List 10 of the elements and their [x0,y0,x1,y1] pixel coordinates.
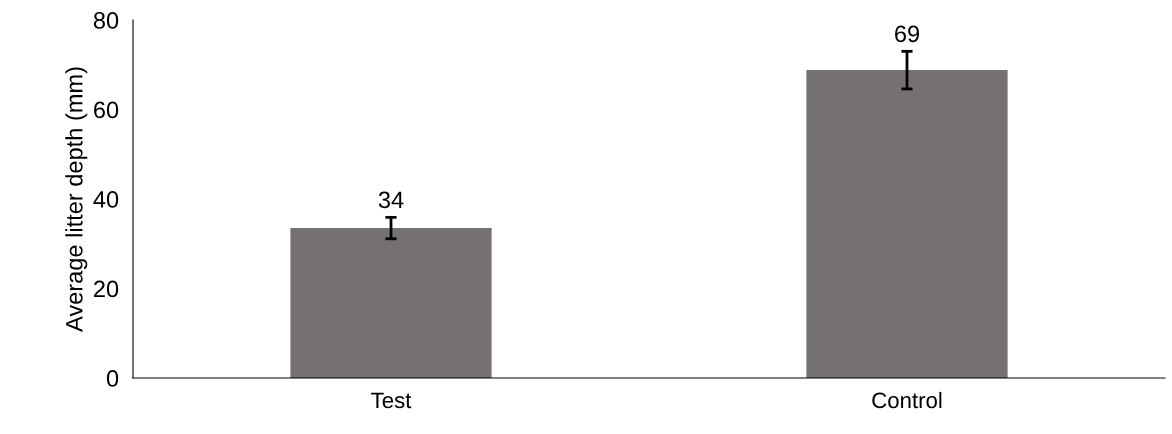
x-tick-label: Control [872,391,942,409]
y-tick-label: 80 [93,12,119,29]
y-tick-label: 60 [94,101,119,119]
data-label: 34 [378,191,404,209]
y-tick-label: 20 [94,280,119,298]
y-axis-title: Average litter depth (mm) [65,67,88,332]
x-tick-label: Test [371,392,412,409]
y-tick-label: 0 [106,370,119,387]
data-label: 69 [895,25,920,43]
y-tick-label: 40 [93,191,119,208]
